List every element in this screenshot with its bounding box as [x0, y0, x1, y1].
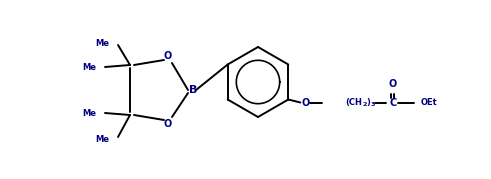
- Text: Me: Me: [95, 134, 109, 144]
- Text: O: O: [164, 51, 172, 61]
- Text: 3: 3: [370, 102, 375, 107]
- Text: 2: 2: [362, 102, 367, 107]
- Text: Me: Me: [95, 38, 109, 47]
- Text: O: O: [301, 98, 309, 108]
- Text: Me: Me: [82, 62, 96, 71]
- Text: C: C: [390, 98, 397, 108]
- Text: OEt: OEt: [421, 98, 437, 107]
- Text: B: B: [189, 85, 197, 95]
- Text: ): ): [366, 98, 370, 107]
- Text: O: O: [164, 119, 172, 129]
- Text: O: O: [388, 79, 396, 88]
- Text: Me: Me: [82, 108, 96, 117]
- Text: (CH: (CH: [345, 98, 362, 107]
